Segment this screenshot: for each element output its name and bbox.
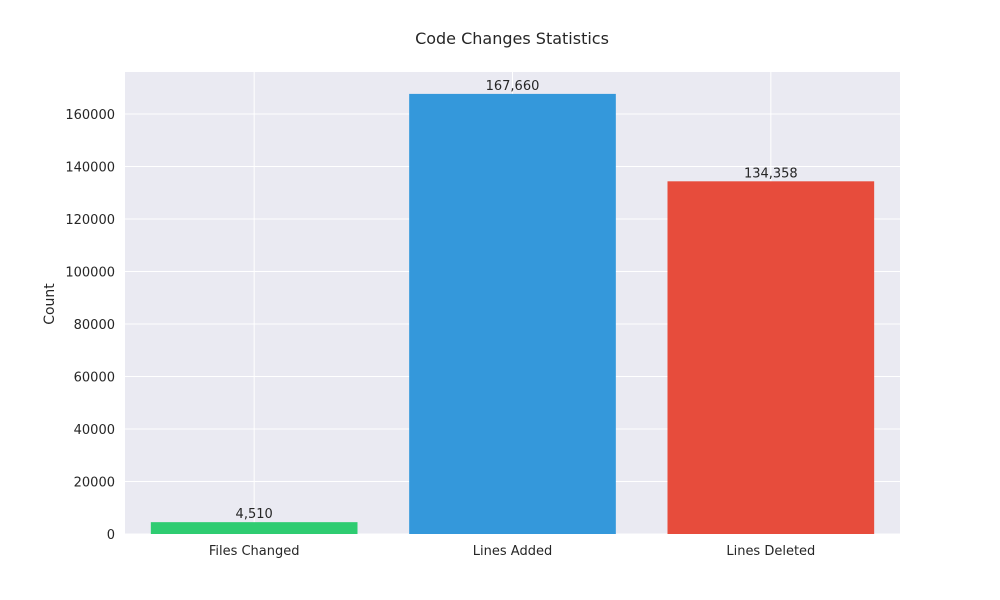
- x-tick-label: Lines Added: [473, 544, 552, 559]
- bar: [150, 522, 358, 534]
- y-tick-label: 0: [107, 528, 115, 543]
- y-tick-label: 60000: [74, 371, 115, 386]
- x-tick-label: Files Changed: [209, 544, 300, 559]
- y-tick-label: 160000: [65, 108, 115, 123]
- y-tick-label: 100000: [65, 266, 115, 281]
- y-tick-label: 120000: [65, 213, 115, 228]
- y-tick-label: 80000: [74, 318, 115, 333]
- data-labels: 4,510 167,660 134,358: [236, 79, 798, 522]
- bars: [150, 93, 875, 535]
- y-tick-label: 40000: [74, 423, 115, 438]
- y-tick-label: 140000: [65, 161, 115, 176]
- bar-value-label: 167,660: [486, 79, 540, 94]
- chart-title: Code Changes Statistics: [415, 29, 609, 48]
- x-tick-label: Lines Deleted: [726, 544, 815, 559]
- bar: [667, 181, 875, 535]
- x-axis: Files Changed Lines Added Lines Deleted: [209, 544, 815, 559]
- y-tick-label: 20000: [74, 476, 115, 491]
- y-axis-label: Count: [42, 283, 58, 325]
- bar-value-label: 4,510: [236, 507, 273, 522]
- bar: [409, 93, 616, 534]
- y-axis: 0 20000 40000 60000 80000 100000 120000 140000 1…: [65, 108, 115, 543]
- bar-value-label: 134,358: [744, 166, 798, 181]
